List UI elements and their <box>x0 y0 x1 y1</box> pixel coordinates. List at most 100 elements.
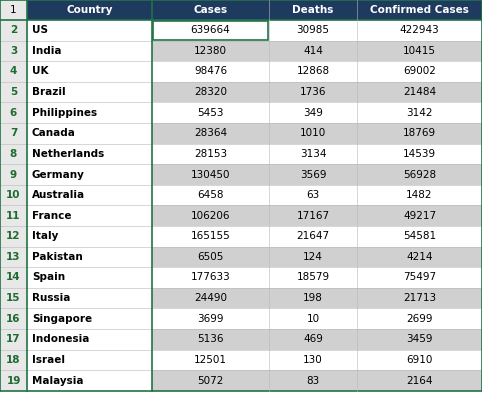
Bar <box>152 41 269 61</box>
Text: 198: 198 <box>303 293 323 303</box>
Text: 28153: 28153 <box>194 149 227 159</box>
Text: 11: 11 <box>6 211 21 221</box>
Text: 10415: 10415 <box>403 46 436 56</box>
Bar <box>269 350 357 370</box>
Bar <box>269 0 357 20</box>
Bar <box>0 61 27 82</box>
Text: 28364: 28364 <box>194 128 227 138</box>
Text: 124: 124 <box>303 252 323 262</box>
Text: Germany: Germany <box>32 170 85 180</box>
Bar <box>27 20 152 41</box>
Bar <box>27 350 152 370</box>
Bar <box>0 20 27 41</box>
Text: 14: 14 <box>6 273 21 282</box>
Bar <box>269 288 357 308</box>
Text: Deaths: Deaths <box>292 5 334 15</box>
Bar <box>357 164 482 185</box>
Bar <box>27 0 152 20</box>
Bar <box>152 350 269 370</box>
Bar <box>152 308 269 329</box>
Bar <box>357 82 482 102</box>
Bar <box>357 144 482 164</box>
Text: 639664: 639664 <box>190 25 230 35</box>
Bar <box>152 247 269 267</box>
Text: 130: 130 <box>303 355 323 365</box>
Text: 6: 6 <box>10 108 17 118</box>
Text: Philippines: Philippines <box>32 108 97 118</box>
Bar <box>152 267 269 288</box>
Bar <box>357 350 482 370</box>
Text: France: France <box>32 211 71 221</box>
Bar <box>0 350 27 370</box>
Bar <box>357 41 482 61</box>
Text: UK: UK <box>32 67 49 77</box>
Text: 12380: 12380 <box>194 46 227 56</box>
Bar <box>357 123 482 144</box>
Bar <box>269 370 357 391</box>
Text: Cases: Cases <box>193 5 228 15</box>
Bar <box>152 123 269 144</box>
Text: 16: 16 <box>6 314 21 324</box>
Text: 54581: 54581 <box>403 231 436 241</box>
Bar <box>357 61 482 82</box>
Text: 8: 8 <box>10 149 17 159</box>
Text: 5453: 5453 <box>197 108 224 118</box>
Bar <box>269 41 357 61</box>
Text: 14539: 14539 <box>403 149 436 159</box>
Text: 98476: 98476 <box>194 67 227 77</box>
Text: 15: 15 <box>6 293 21 303</box>
Bar <box>357 288 482 308</box>
Bar <box>269 329 357 350</box>
Bar <box>27 144 152 164</box>
Bar <box>0 164 27 185</box>
Text: 10: 10 <box>6 190 21 200</box>
Bar <box>27 329 152 350</box>
Text: 56928: 56928 <box>403 170 436 180</box>
Bar <box>27 247 152 267</box>
Bar <box>269 247 357 267</box>
Text: US: US <box>32 25 48 35</box>
Text: 2164: 2164 <box>406 375 433 385</box>
Bar <box>357 226 482 247</box>
Text: 12501: 12501 <box>194 355 227 365</box>
Text: 177633: 177633 <box>190 273 230 282</box>
Bar <box>357 267 482 288</box>
Text: 5: 5 <box>10 87 17 97</box>
Bar <box>152 205 269 226</box>
Bar <box>0 205 27 226</box>
Text: 130450: 130450 <box>191 170 230 180</box>
Text: 9: 9 <box>10 170 17 180</box>
Bar <box>152 61 269 82</box>
Bar <box>27 82 152 102</box>
Text: 24490: 24490 <box>194 293 227 303</box>
Bar <box>27 205 152 226</box>
Text: Canada: Canada <box>32 128 76 138</box>
Bar <box>0 144 27 164</box>
Bar <box>357 308 482 329</box>
Text: Singapore: Singapore <box>32 314 92 324</box>
Bar <box>27 102 152 123</box>
Bar <box>357 247 482 267</box>
Bar <box>357 0 482 20</box>
Text: 1: 1 <box>10 5 17 15</box>
Bar <box>269 185 357 205</box>
Text: 5136: 5136 <box>197 334 224 344</box>
Bar <box>152 20 269 41</box>
Text: 3569: 3569 <box>300 170 326 180</box>
Bar <box>357 329 482 350</box>
Bar <box>27 123 152 144</box>
Text: Indonesia: Indonesia <box>32 334 89 344</box>
Text: 3459: 3459 <box>406 334 433 344</box>
Text: 21713: 21713 <box>403 293 436 303</box>
Text: Brazil: Brazil <box>32 87 66 97</box>
Bar <box>27 164 152 185</box>
Bar <box>269 20 357 41</box>
Bar <box>27 41 152 61</box>
Text: 75497: 75497 <box>403 273 436 282</box>
Text: 2: 2 <box>10 25 17 35</box>
Bar <box>0 185 27 205</box>
Bar <box>357 370 482 391</box>
Bar <box>0 41 27 61</box>
Text: Confirmed Cases: Confirmed Cases <box>370 5 469 15</box>
Text: 3699: 3699 <box>197 314 224 324</box>
